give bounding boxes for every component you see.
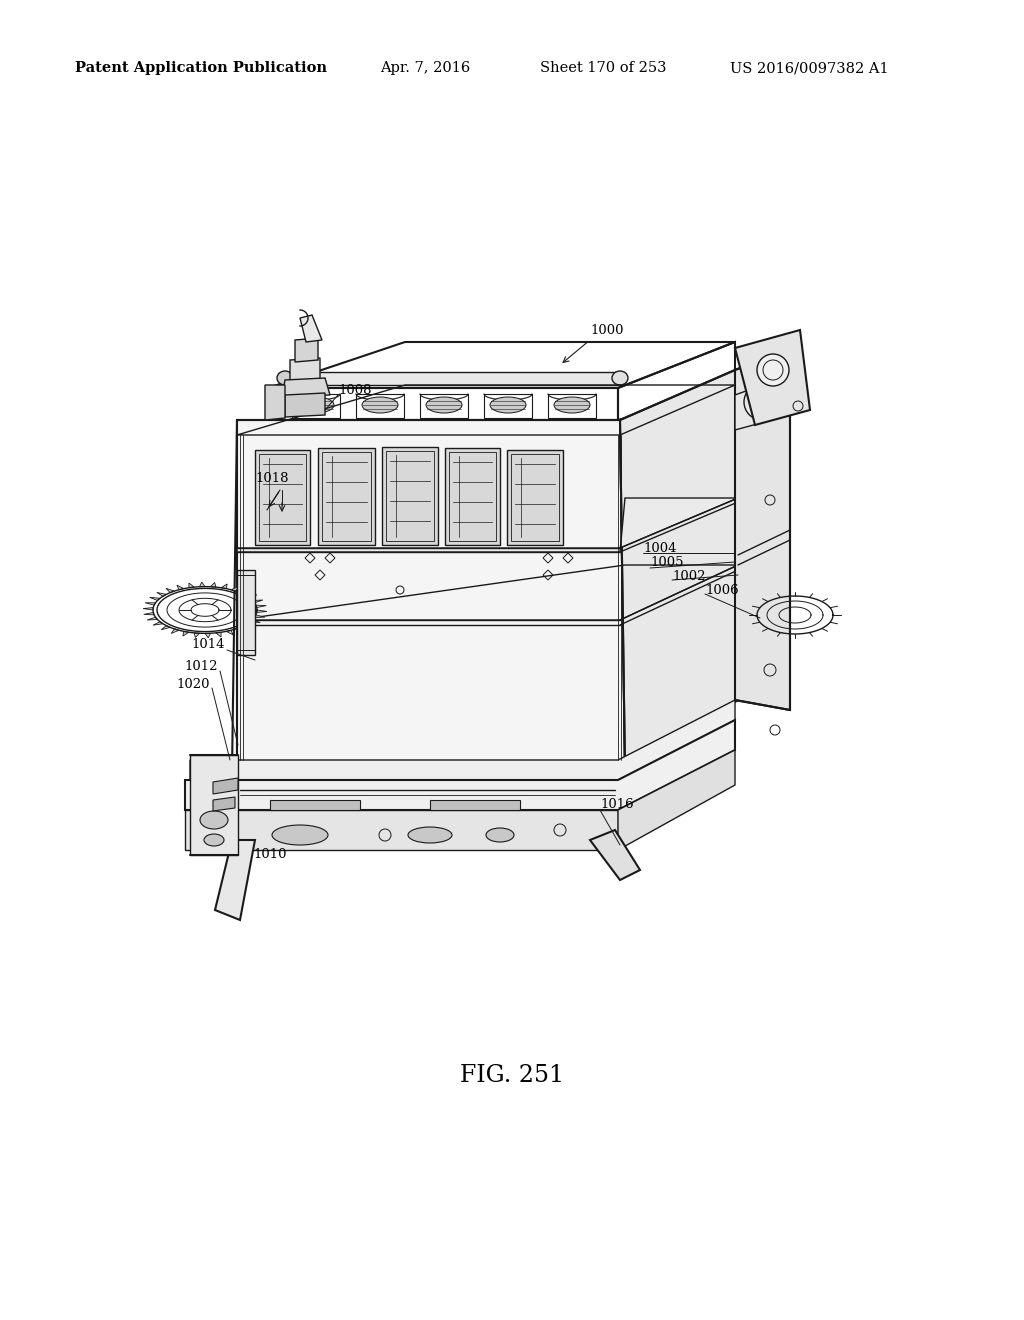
Polygon shape xyxy=(195,632,200,638)
Ellipse shape xyxy=(490,397,526,413)
Ellipse shape xyxy=(298,397,334,413)
Ellipse shape xyxy=(278,371,293,385)
Polygon shape xyxy=(153,622,163,626)
Polygon shape xyxy=(226,630,233,635)
Text: 1008: 1008 xyxy=(338,384,372,396)
Polygon shape xyxy=(231,586,239,591)
Polygon shape xyxy=(265,385,285,420)
Polygon shape xyxy=(232,420,625,770)
Polygon shape xyxy=(211,582,216,587)
Polygon shape xyxy=(250,619,260,623)
Polygon shape xyxy=(236,627,244,632)
Ellipse shape xyxy=(362,397,398,413)
Polygon shape xyxy=(270,800,360,810)
Polygon shape xyxy=(189,583,195,587)
Text: Apr. 7, 2016: Apr. 7, 2016 xyxy=(380,61,470,75)
Polygon shape xyxy=(147,618,158,620)
Polygon shape xyxy=(216,632,221,638)
Ellipse shape xyxy=(426,397,462,413)
Ellipse shape xyxy=(612,371,628,385)
Polygon shape xyxy=(382,447,438,545)
Polygon shape xyxy=(185,719,735,810)
Polygon shape xyxy=(177,585,184,590)
Polygon shape xyxy=(590,830,640,880)
Polygon shape xyxy=(445,447,500,545)
Polygon shape xyxy=(157,593,166,597)
Polygon shape xyxy=(253,601,263,603)
Polygon shape xyxy=(185,810,618,850)
Polygon shape xyxy=(143,607,154,610)
Ellipse shape xyxy=(408,828,452,843)
Polygon shape xyxy=(171,628,179,634)
Polygon shape xyxy=(237,570,255,655)
Text: 1014: 1014 xyxy=(191,639,225,652)
Ellipse shape xyxy=(204,834,224,846)
Polygon shape xyxy=(240,590,249,594)
Polygon shape xyxy=(143,612,155,615)
Polygon shape xyxy=(257,610,267,612)
Polygon shape xyxy=(300,315,322,342)
Text: 1012: 1012 xyxy=(184,660,218,672)
Polygon shape xyxy=(190,700,735,780)
Polygon shape xyxy=(182,631,189,636)
Text: US 2016/0097382 A1: US 2016/0097382 A1 xyxy=(730,61,889,75)
Text: 1004: 1004 xyxy=(643,541,677,554)
Circle shape xyxy=(757,354,790,385)
Polygon shape xyxy=(285,393,325,417)
Polygon shape xyxy=(237,498,738,552)
Polygon shape xyxy=(213,777,238,795)
Text: Patent Application Publication: Patent Application Publication xyxy=(75,61,327,75)
Polygon shape xyxy=(221,583,227,589)
Polygon shape xyxy=(205,634,211,638)
Text: Sheet 170 of 253: Sheet 170 of 253 xyxy=(540,61,667,75)
Polygon shape xyxy=(735,330,810,425)
Polygon shape xyxy=(290,358,319,381)
Text: 1020: 1020 xyxy=(176,678,210,692)
Polygon shape xyxy=(247,595,257,598)
Polygon shape xyxy=(282,378,330,397)
Polygon shape xyxy=(285,372,620,385)
Ellipse shape xyxy=(554,397,590,413)
Polygon shape xyxy=(735,375,790,430)
Polygon shape xyxy=(620,370,738,770)
Polygon shape xyxy=(145,603,156,605)
Polygon shape xyxy=(215,840,255,920)
Text: 1010: 1010 xyxy=(253,849,287,862)
Polygon shape xyxy=(295,338,318,362)
Text: 1006: 1006 xyxy=(705,583,738,597)
Text: 1016: 1016 xyxy=(600,799,634,812)
Text: 1000: 1000 xyxy=(590,323,624,337)
Ellipse shape xyxy=(272,825,328,845)
Text: 1002: 1002 xyxy=(672,570,706,583)
Polygon shape xyxy=(200,582,205,586)
Polygon shape xyxy=(244,624,253,627)
Polygon shape xyxy=(430,800,520,810)
Ellipse shape xyxy=(200,810,228,829)
Polygon shape xyxy=(318,447,375,545)
Polygon shape xyxy=(618,750,735,850)
Polygon shape xyxy=(256,605,266,607)
Text: 1018: 1018 xyxy=(255,471,289,484)
Polygon shape xyxy=(213,797,234,810)
Polygon shape xyxy=(166,589,174,593)
Polygon shape xyxy=(190,755,238,855)
Ellipse shape xyxy=(486,828,514,842)
Polygon shape xyxy=(735,348,790,710)
Polygon shape xyxy=(507,450,563,545)
Text: FIG. 251: FIG. 251 xyxy=(460,1064,564,1086)
Polygon shape xyxy=(161,626,170,630)
Polygon shape xyxy=(255,450,310,545)
Polygon shape xyxy=(254,615,265,618)
Polygon shape xyxy=(150,598,160,601)
Text: 1005: 1005 xyxy=(650,557,683,569)
